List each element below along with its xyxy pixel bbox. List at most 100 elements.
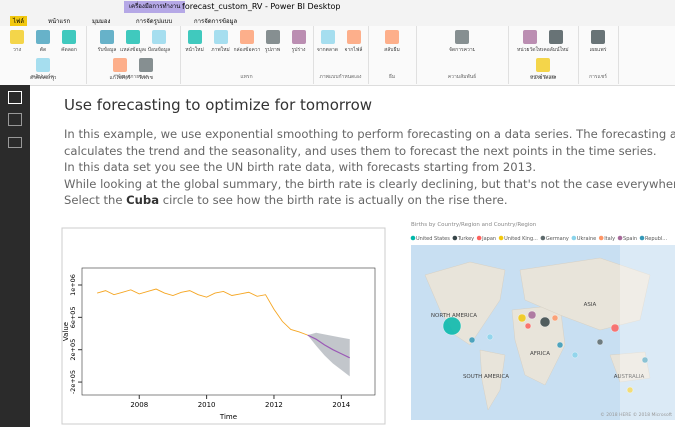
legend-label: United States xyxy=(416,236,450,242)
ribbon-button[interactable]: หน่วยวัดใหม่ xyxy=(517,30,543,54)
context-tab[interactable]: เครื่องมือการทำงาน xyxy=(124,1,186,13)
ribbon-button[interactable]: รีเฟรช xyxy=(133,58,159,82)
button-icon xyxy=(385,30,399,44)
legend-label: Germany xyxy=(546,236,569,242)
ribbon-button[interactable]: ภาพใหม่ xyxy=(208,30,234,54)
map-bubble xyxy=(468,336,476,344)
button-label: หน้าใหม่ xyxy=(185,47,204,53)
tab[interactable]: มุมมอง xyxy=(92,18,111,25)
report-view[interactable] xyxy=(8,91,22,104)
group-label: ความสัมพันธ์ xyxy=(447,74,477,80)
ribbon-group: จัดการความสัมพันธ์ความสัมพันธ์ xyxy=(416,26,509,84)
button-label: กล่องข้อความ xyxy=(233,47,260,53)
ribbon-button[interactable]: จัดการความสัมพันธ์ xyxy=(449,30,475,54)
x-tick-label: 2014 xyxy=(332,401,350,409)
map-bubble xyxy=(486,333,494,341)
button-icon xyxy=(346,30,361,44)
map-bubble xyxy=(610,323,620,333)
text-line: Select the Cuba circle to see how the bi… xyxy=(64,193,508,207)
text-span: Select the xyxy=(64,193,127,208)
button-icon xyxy=(291,30,306,44)
x-axis-label: Time xyxy=(219,413,237,421)
map-bubble xyxy=(571,351,579,359)
button-label: แหล่งข้อมูลล่าสุด xyxy=(120,47,146,53)
map-bubble xyxy=(641,356,649,364)
ribbon-button[interactable]: จากไฟล์ xyxy=(341,30,367,54)
ribbon-button[interactable]: ป้อนข้อมูล xyxy=(146,30,172,54)
ribbon-button[interactable]: สลับธีม xyxy=(379,30,405,54)
legend-label: Republ... xyxy=(645,236,667,242)
legend-label: Italy xyxy=(604,236,615,242)
ribbon-button[interactable]: รับข้อมูล xyxy=(94,30,120,54)
button-icon xyxy=(536,58,550,72)
ribbon-button[interactable]: หน่วยวัดแบบด่วนใหม่ xyxy=(530,58,556,82)
report-heading: Use forecasting to optimize for tomorrow xyxy=(64,96,373,114)
visual-frame xyxy=(61,227,386,425)
ribbon-button[interactable]: วาง xyxy=(4,30,30,54)
map-bubble xyxy=(626,386,634,394)
y-tick-label: 6e+05 xyxy=(69,306,77,328)
tab[interactable]: การจัดการข้อมูล xyxy=(194,18,238,25)
region-label: AFRICA xyxy=(530,351,550,357)
ribbon-button[interactable]: จากตลาด xyxy=(315,30,341,54)
button-label: จากตลาด xyxy=(316,47,339,53)
button-icon xyxy=(36,58,50,72)
legend-dot xyxy=(639,235,645,241)
data-view[interactable] xyxy=(8,113,22,126)
legend-label: Japan xyxy=(481,236,496,242)
button-icon xyxy=(152,30,166,44)
ribbon-group: สลับธีม ธีม xyxy=(368,26,417,84)
tab[interactable]: การจัดรูปแบบ xyxy=(136,18,173,25)
x-tick-label: 2010 xyxy=(198,401,216,409)
ribbon-button[interactable]: เผยแพร่ xyxy=(585,30,611,54)
group-label: การแชร์ xyxy=(589,74,607,80)
continent xyxy=(609,351,651,383)
button-label: สลับธีม xyxy=(384,47,400,53)
button-icon xyxy=(36,30,50,44)
group-label: การคำนวณ xyxy=(530,74,556,80)
forecast-line xyxy=(307,334,351,359)
window-title: forecast_custom_RV - Power BI Desktop xyxy=(182,2,341,11)
plot-frame xyxy=(81,267,376,396)
ribbon-group: รับข้อมูลแหล่งข้อมูลล่าสุดป้อนข้อมูลแก้ไ… xyxy=(86,26,181,84)
map-bubble xyxy=(551,314,559,322)
model-view[interactable] xyxy=(8,137,22,148)
button-label: ภาพใหม่ xyxy=(211,47,230,53)
button-label: คัดลอก xyxy=(61,47,77,53)
button-label: รับข้อมูล xyxy=(97,47,117,53)
button-label: รูปร่าง xyxy=(291,47,306,53)
ribbon-button[interactable]: ตัด xyxy=(30,30,56,54)
text-line: In this data set you see the UN birth ra… xyxy=(64,160,537,175)
region-label: NORTH AMERICA xyxy=(431,313,477,319)
ribbon-button[interactable]: กล่องข้อความ xyxy=(234,30,260,54)
y-axis-label: Value xyxy=(62,322,70,341)
legend-dot xyxy=(410,235,416,241)
button-icon xyxy=(100,30,114,44)
tab[interactable]: ไฟล์ xyxy=(10,16,27,26)
legend-dot xyxy=(498,235,504,241)
ribbon-button[interactable]: รูปร่าง xyxy=(286,30,312,54)
button-label: จากไฟล์ xyxy=(344,47,363,53)
map-bubble xyxy=(527,310,537,320)
ribbon-button[interactable]: แหล่งข้อมูลล่าสุด xyxy=(120,30,146,54)
ribbon-button[interactable]: ตัวคัดลอกรูปแบบ xyxy=(30,58,56,82)
map-bubble xyxy=(442,316,462,336)
ribbon-button[interactable]: คอลัมน์ใหม่ xyxy=(543,30,569,54)
ribbon-button[interactable]: หน้าใหม่ xyxy=(182,30,208,54)
legend-dot xyxy=(571,235,577,241)
legend-dot xyxy=(540,235,546,241)
continent xyxy=(424,261,506,346)
legend-label: Ukraine xyxy=(577,236,596,242)
group-label: คลิปบอร์ด xyxy=(32,74,54,80)
ribbon-button[interactable]: คัดลอก xyxy=(56,30,82,54)
text-line: While looking at the global summary, the… xyxy=(64,176,675,191)
button-icon xyxy=(62,30,76,44)
ribbon-button[interactable]: แก้ไขคิวรี xyxy=(107,58,133,82)
y-tick-label: -2e+05 xyxy=(69,370,77,394)
button-label: หน่วยวัดแบบด่วนใหม่ xyxy=(530,75,556,81)
map-bubble xyxy=(596,338,604,346)
ribbon-button[interactable]: รูปภาพ xyxy=(260,30,286,54)
button-icon xyxy=(187,30,202,44)
